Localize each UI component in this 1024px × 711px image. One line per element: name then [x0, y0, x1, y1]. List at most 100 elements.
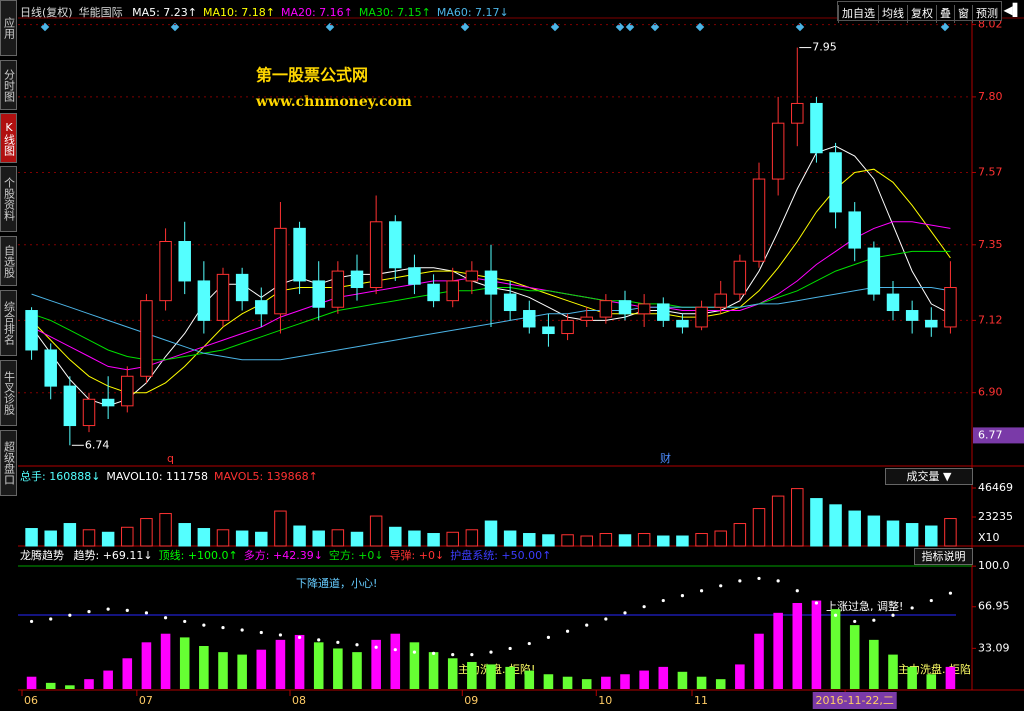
trend-dot: [240, 628, 244, 632]
volume-bar: [905, 523, 919, 547]
candle-body: [676, 319, 689, 328]
y-tick-label: 23235: [978, 510, 1013, 523]
trend-dot: [106, 607, 110, 611]
volume-bar: [369, 515, 383, 547]
chart-title: 日线(复权): [20, 6, 73, 19]
trend-bar: [907, 666, 917, 689]
trend-dot: [29, 619, 34, 624]
trend-bar: [333, 648, 343, 689]
candle-body: [580, 316, 593, 321]
candle-body: [810, 102, 823, 154]
trend-bar: [65, 685, 75, 689]
trend-bar: [486, 664, 496, 689]
trend-dot: [144, 611, 149, 615]
trend-bar: [352, 652, 362, 689]
candle-body: [427, 283, 440, 302]
trend-dot: [948, 591, 953, 595]
toolbar-button[interactable]: 加自选: [838, 5, 878, 23]
trend-bar: [888, 654, 898, 689]
trend-dot: [623, 611, 627, 615]
candle-body: [714, 293, 727, 308]
x-tick-label: 08: [292, 694, 306, 707]
toolbar-button[interactable]: 叠: [936, 5, 954, 23]
signal-text: 上涨过急, 调整!: [826, 599, 903, 613]
toolbar-arrow[interactable]: ◀▌: [1003, 3, 1022, 17]
candle-body: [121, 375, 134, 407]
trend-dot: [527, 641, 531, 646]
trend-bar: [467, 661, 477, 689]
volume-bar: [695, 533, 708, 547]
volume-bar: [676, 535, 689, 547]
volume-bar: [197, 528, 211, 547]
volume-bar: [178, 523, 191, 547]
trend-dot: [163, 616, 168, 620]
side-tab[interactable]: 牛叉诊股: [0, 360, 17, 426]
trend-bar: [677, 671, 688, 689]
volume-bar: [523, 533, 536, 547]
side-tab[interactable]: K线图: [0, 113, 17, 163]
trend-dot: [125, 608, 129, 612]
indicator-help[interactable]: 指标说明: [914, 548, 973, 565]
trend-dot: [814, 601, 819, 605]
trend-dot: [642, 605, 646, 609]
candle-body: [216, 273, 230, 321]
trend-bar: [754, 633, 764, 689]
side-tab[interactable]: 分时图: [0, 60, 17, 110]
trend-bar: [26, 676, 37, 689]
candle-body: [82, 398, 96, 427]
trend-dot: [412, 650, 417, 654]
trend-dot: [183, 619, 187, 624]
stock-name: 华能国际: [78, 6, 123, 19]
trend-dot: [317, 638, 321, 642]
candle-body: [331, 270, 345, 308]
volume-bar: [293, 525, 306, 547]
trend-bar: [926, 674, 937, 689]
trend-dot: [259, 630, 263, 635]
trend-dot: [891, 613, 895, 617]
candle-body: [791, 102, 804, 124]
cursor-price-box: [973, 427, 1024, 444]
trend-bar: [218, 652, 228, 689]
volume-bar: [867, 515, 881, 547]
indicator-selector[interactable]: 成交量 ▼: [885, 468, 973, 485]
toolbar-button[interactable]: 均线: [878, 5, 907, 23]
side-tab[interactable]: 自选股: [0, 236, 17, 286]
toolbar-button[interactable]: 复权: [907, 5, 936, 23]
volume-bar: [216, 529, 230, 547]
trend-bar: [256, 649, 267, 689]
volume-bar: [752, 508, 766, 547]
volume-bar: [771, 495, 785, 547]
candle-body: [159, 241, 172, 302]
y-tick-label: 7.80: [978, 90, 1003, 103]
trend-dot: [680, 594, 685, 598]
trend-dot: [604, 617, 608, 621]
volume-bar: [274, 510, 287, 547]
candle-body: [484, 270, 498, 295]
side-tab[interactable]: 超级盘口: [0, 430, 17, 496]
side-tab[interactable]: 个股资料: [0, 166, 17, 232]
side-tab[interactable]: 综合排名: [0, 290, 17, 356]
toolbar-button[interactable]: 窗: [954, 5, 972, 23]
legend-item: 导弹: +0↓: [389, 549, 445, 562]
candle-body: [389, 221, 402, 269]
volume-bar: [465, 529, 479, 547]
legend-item: 空方: +0↓: [328, 549, 384, 562]
x-tick-label: 11: [694, 694, 708, 707]
trend-dot: [431, 651, 436, 655]
volume-bar: [255, 531, 268, 547]
watermark-url: www.chnmoney.com: [255, 94, 412, 110]
candle-body: [561, 319, 574, 335]
candle-body: [848, 211, 861, 249]
trend-dot: [68, 613, 72, 617]
y-tick-label: 7.12: [978, 313, 1003, 326]
toolbar-button[interactable]: 预测: [972, 5, 1001, 23]
trend-dot: [221, 625, 225, 630]
candle-body: [886, 293, 900, 312]
candle-body: [25, 310, 38, 351]
trend-dot: [776, 579, 780, 583]
side-tab[interactable]: 应用: [0, 0, 17, 56]
trend-bar: [581, 679, 592, 689]
trend-bar: [715, 679, 726, 689]
trend-dot: [661, 598, 665, 603]
trend-bar: [639, 670, 649, 689]
